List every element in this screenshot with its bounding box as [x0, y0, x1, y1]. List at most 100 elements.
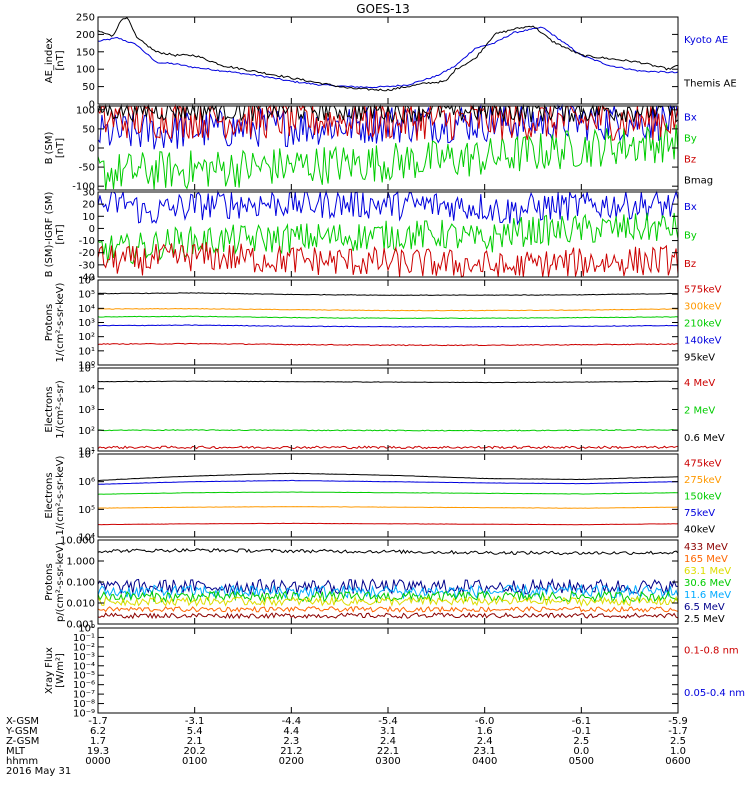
plot-frame — [97, 367, 679, 452]
series-line-140kev — [97, 324, 679, 328]
x-axis-value: -3.1 — [185, 716, 205, 727]
y-tick-label: 150 — [76, 47, 95, 58]
legend-entry: Bx — [684, 202, 697, 213]
y-tick-label: 10⁴ — [78, 304, 95, 315]
series-line-300kev — [97, 307, 679, 312]
y-tick-label: 0 — [89, 144, 95, 155]
legend-entry: 433 MeV — [684, 542, 728, 553]
y-tick-label: 0 — [89, 100, 95, 111]
series-line-165-mev — [97, 605, 679, 613]
y-tick-label: 10⁻³ — [73, 652, 95, 663]
series-line-150kev — [97, 491, 678, 495]
y-tick-label: 10³ — [78, 318, 95, 329]
legend-entry: 4 MeV — [684, 378, 715, 389]
y-axis-label: [nT] — [55, 50, 66, 70]
y-tick-label: -100 — [72, 182, 95, 193]
series-line-themis-ae — [97, 17, 679, 92]
y-tick-label: -20 — [79, 248, 95, 259]
legend-entry: 75keV — [684, 508, 715, 519]
series-line-275kev — [97, 479, 679, 485]
legend-entry: 11.6 MeV — [684, 590, 731, 601]
y-tick-label: -30 — [79, 260, 95, 271]
x-axis-value: 2.4 — [477, 736, 493, 747]
x-axis-value: -5.4 — [378, 716, 398, 727]
x-axis-table: X-GSM -1.7 -3.1 -4.4 -5.4 -6.0 -6.1 -5.9 Y-GSM 6.… — [5, 716, 691, 767]
x-axis-value: 0200 — [279, 756, 304, 767]
plot-frame — [97, 16, 679, 105]
series-line-11-6-mev — [97, 583, 679, 600]
legend-entry: 150keV — [684, 492, 722, 503]
legend-entry: 63.1 MeV — [684, 566, 731, 577]
plot-frame — [97, 627, 679, 714]
legend-entry: 6.5 MeV — [684, 602, 725, 613]
date-label: 2016 May 31 — [6, 766, 71, 777]
y-tick-label: 10⁴ — [78, 533, 95, 544]
series-line-2-5-mev — [97, 548, 679, 556]
x-axis-value: -5.9 — [668, 716, 688, 727]
y-axis-label: 1/(cm²-s-sr-keV) — [55, 282, 66, 362]
y-tick-label: 10⁶ — [78, 477, 95, 488]
y-tick-label: 10³ — [78, 405, 95, 416]
y-tick-label: 10⁻⁷ — [73, 690, 95, 701]
x-axis-value: 1.0 — [670, 746, 686, 757]
y-tick-label: 10¹ — [78, 346, 95, 357]
y-tick-label: 10⁻¹ — [73, 633, 95, 644]
y-tick-label: -10 — [79, 236, 95, 247]
y-tick-label: 10⁵ — [78, 290, 95, 301]
y-tick-label: -50 — [79, 163, 95, 174]
x-axis-value: 2.1 — [187, 736, 203, 747]
x-axis-value: -0.1 — [572, 726, 592, 737]
series-line-kyoto-ae — [97, 26, 679, 89]
y-axis-label: [W/m²] — [55, 653, 66, 688]
y-tick-label: 10⁻⁵ — [73, 671, 95, 682]
y-tick-label: 250 — [76, 13, 95, 24]
legend-entry: Bmag — [684, 176, 713, 187]
y-tick-label: 0.001 — [66, 620, 95, 631]
y-tick-label: 0 — [89, 224, 95, 235]
y-axis-label: 1/(cm²-s-sr-keV) — [55, 455, 66, 535]
x-axis-value: 4.4 — [283, 726, 299, 737]
panel-1: 0 50 100 150 200 250 AE_index [nT] Kyoto AE Themi… — [44, 13, 737, 111]
panel-4: 10⁰ 10¹ 10² 10³ 10⁴ 10⁵ 10⁶ Protons 1/(cm²-s-sr-… — [44, 276, 722, 372]
y-axis-label: B (SM) — [44, 131, 55, 164]
legend-entry: 275keV — [684, 475, 722, 486]
x-axis-value: 2.5 — [573, 736, 589, 747]
legend-entry: Bz — [684, 259, 696, 270]
plot-frame — [97, 191, 679, 278]
x-axis-value: 1.6 — [477, 726, 493, 737]
x-axis-value: 23.1 — [474, 746, 496, 757]
y-tick-label: 10⁻⁶ — [73, 680, 95, 691]
x-axis-value: 2.4 — [380, 736, 396, 747]
x-axis-value: 21.2 — [280, 746, 302, 757]
series-line-75kev — [97, 506, 678, 509]
x-axis-value: 3.1 — [380, 726, 396, 737]
x-axis-value: -1.7 — [668, 726, 688, 737]
x-axis-value: 0000 — [85, 756, 110, 767]
x-axis-value: 2.5 — [670, 736, 686, 747]
panel-7: 0.001 0.010 0.100 1.000 10.000 Protons p/(cm²-… — [44, 536, 731, 631]
y-tick-label: 10⁵ — [78, 505, 95, 516]
y-axis-label: Protons — [44, 563, 55, 600]
y-tick-label: 10² — [78, 426, 95, 437]
y-tick-label: 10 — [82, 212, 95, 223]
y-tick-label: 0.010 — [66, 599, 95, 610]
x-axis-value: 0.0 — [573, 746, 589, 757]
series-line-by — [97, 212, 679, 265]
y-axis-label: [nT] — [55, 138, 66, 158]
legend-entry: 300keV — [684, 302, 722, 313]
x-axis-value: 19.3 — [87, 746, 109, 757]
series-line-95kev — [97, 342, 679, 347]
y-axis-label: Protons — [44, 304, 55, 341]
x-axis-value: -6.0 — [475, 716, 495, 727]
series-line-40kev — [98, 522, 679, 526]
legend-entry: 2.5 MeV — [684, 614, 725, 625]
x-axis-value: 0400 — [472, 756, 497, 767]
legend-entry: 210keV — [684, 319, 722, 330]
x-axis-row-label: hhmm — [6, 756, 38, 767]
x-axis-row-label: X-GSM — [6, 716, 39, 727]
x-axis-value: 0100 — [182, 756, 207, 767]
legend-entry: 95keV — [684, 353, 715, 364]
